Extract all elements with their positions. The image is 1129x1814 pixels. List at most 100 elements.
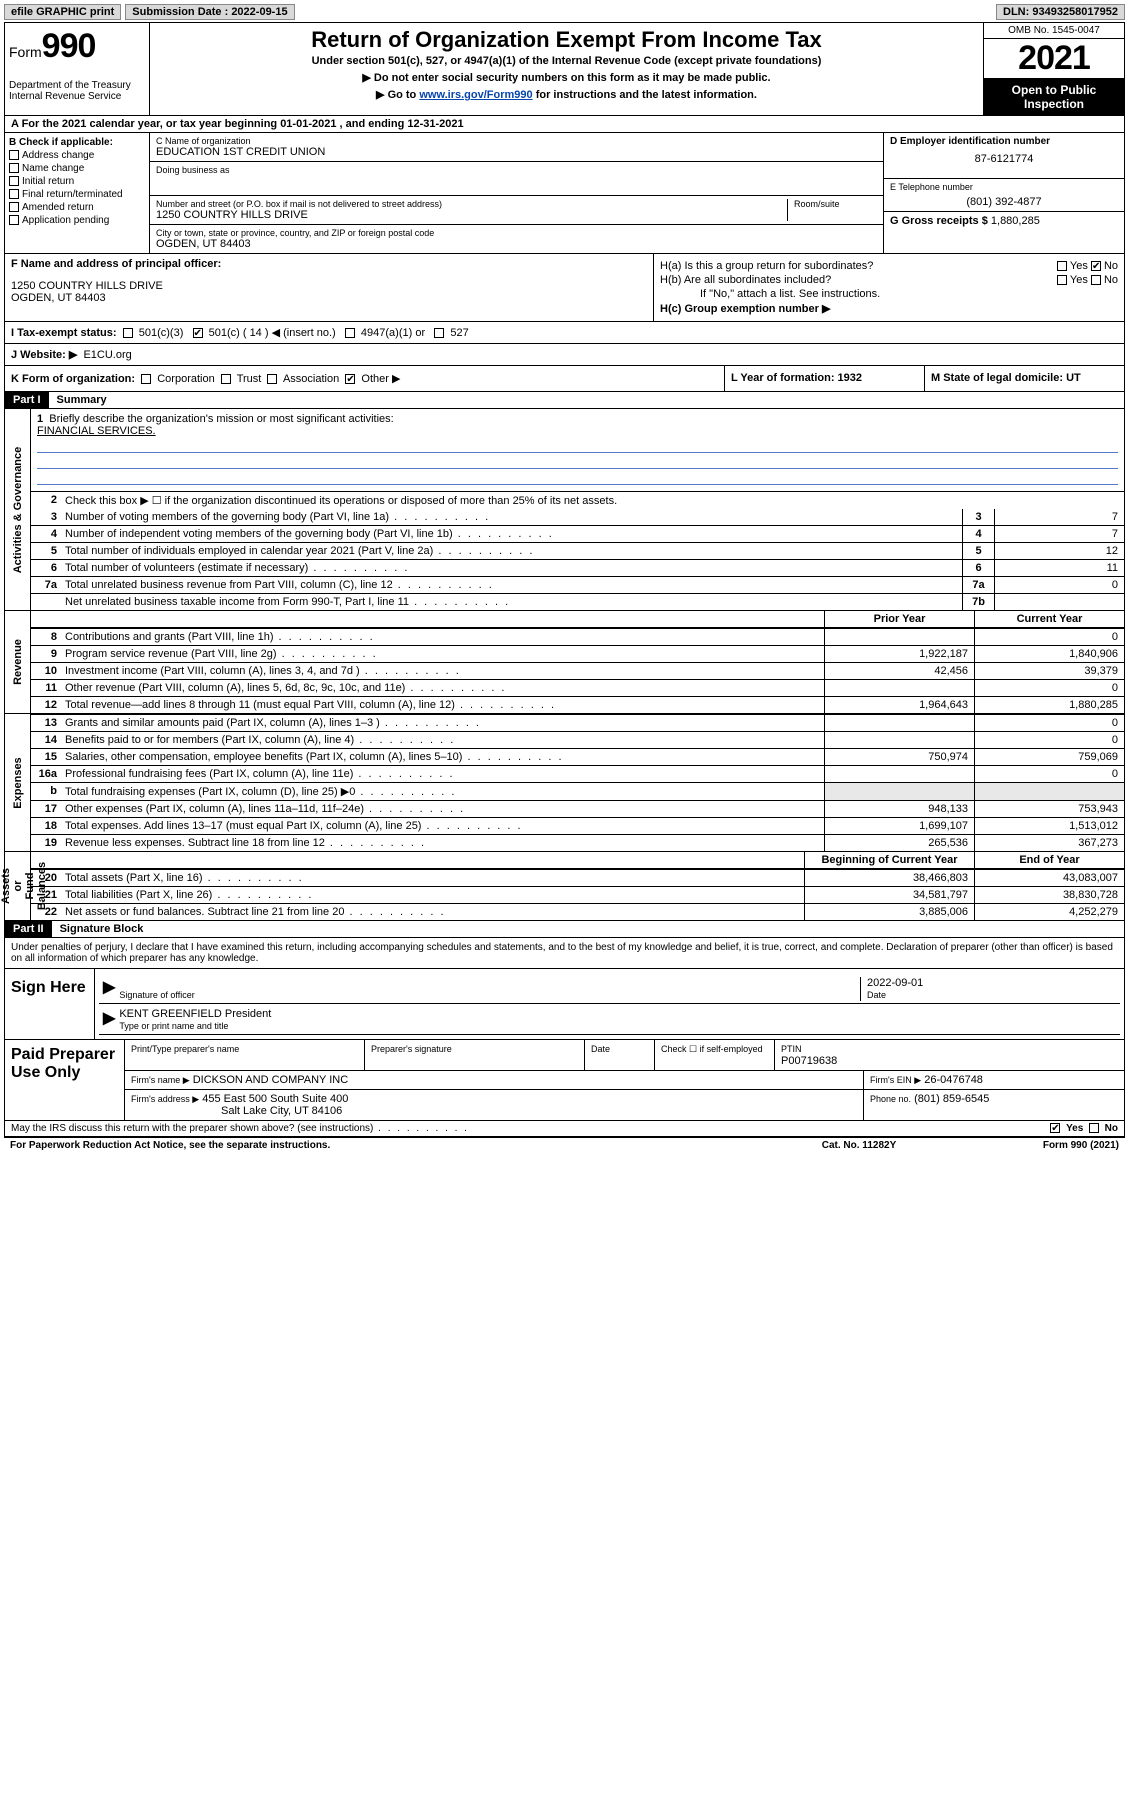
note2-post: for instructions and the latest informat…	[533, 89, 757, 101]
header-right: OMB No. 1545-0047 2021 Open to Public In…	[984, 23, 1124, 115]
row-num: 8	[31, 629, 61, 645]
col-b-checks: B Check if applicable: Address change Na…	[5, 133, 150, 253]
row-box: 4	[962, 526, 994, 542]
row-j: J Website: ▶ E1CU.org	[5, 344, 1124, 366]
b-item[interactable]: Amended return	[9, 202, 145, 213]
k-corp-check[interactable]	[141, 374, 151, 384]
d-gross-lbl: G Gross receipts $	[890, 215, 988, 227]
c-name-lbl: C Name of organization	[156, 136, 877, 146]
c-city-lbl: City or town, state or province, country…	[156, 228, 877, 238]
row-text: Total revenue—add lines 8 through 11 (mu…	[61, 697, 824, 713]
ha-no-check[interactable]	[1091, 261, 1101, 271]
l-year: L Year of formation: 1932	[724, 366, 924, 391]
d-gross-block: G Gross receipts $ 1,880,285	[884, 212, 1124, 230]
row-prior	[824, 680, 974, 696]
row-num	[31, 594, 61, 610]
i-527-check[interactable]	[434, 328, 444, 338]
firm-ein-lbl: Firm's EIN ▶	[870, 1075, 921, 1085]
row-prior: 1,699,107	[824, 818, 974, 834]
sig-name: KENT GREENFIELD President	[119, 1008, 271, 1020]
dept-treasury: Department of the Treasury Internal Reve…	[9, 80, 145, 102]
side-na-text: Net Assets or Fund Balances	[0, 862, 48, 910]
i-501c3-check[interactable]	[123, 328, 133, 338]
prep-h2: Preparer's signature	[371, 1044, 452, 1054]
row-box: 3	[962, 509, 994, 525]
firm-ein: 26-0476748	[924, 1074, 983, 1086]
ha-yes-check[interactable]	[1057, 261, 1067, 271]
firm-addr2: Salt Lake City, UT 84106	[131, 1105, 342, 1117]
may-q: May the IRS discuss this return with the…	[11, 1123, 373, 1134]
row-prior: 1,922,187	[824, 646, 974, 662]
sig-officer-lbl: Signature of officer	[119, 990, 194, 1000]
i-4947: 4947(a)(1) or	[361, 327, 425, 339]
sig-name-lbl: Type or print name and title	[119, 1021, 228, 1031]
hb-yes: Yes	[1070, 274, 1088, 286]
row-box: 7b	[962, 594, 994, 610]
row-current: 0	[974, 629, 1124, 645]
row-text: Total number of volunteers (estimate if …	[61, 560, 962, 576]
part1-title: Summary	[49, 392, 115, 408]
summary-row: 20 Total assets (Part X, line 16) 38,466…	[31, 869, 1124, 886]
b-item[interactable]: Name change	[9, 163, 145, 174]
side-netassets: Net Assets or Fund Balances	[5, 852, 31, 920]
k-trust-check[interactable]	[221, 374, 231, 384]
may-no-check[interactable]	[1089, 1123, 1099, 1133]
row-num: b	[31, 783, 61, 800]
arrow-icon: ▶	[99, 1008, 119, 1032]
sig-line-2: ▶ KENT GREENFIELD PresidentType or print…	[99, 1004, 1120, 1035]
prep-ptin: P00719638	[781, 1055, 837, 1067]
ha-no: No	[1104, 260, 1118, 272]
row-num: 3	[31, 509, 61, 525]
row-current: 1,880,285	[974, 697, 1124, 713]
b-item[interactable]: Initial return	[9, 176, 145, 187]
summary-row: 8 Contributions and grants (Part VIII, l…	[31, 628, 1124, 645]
q1-text: Briefly describe the organization's miss…	[49, 413, 393, 425]
c-addr-lbl: Number and street (or P.O. box if mail i…	[156, 199, 787, 209]
summary-row: 9 Program service revenue (Part VIII, li…	[31, 645, 1124, 662]
summary-row: b Total fundraising expenses (Part IX, c…	[31, 782, 1124, 800]
part1-header: Part I Summary	[5, 392, 1124, 409]
row-prior: 1,964,643	[824, 697, 974, 713]
row-text: Grants and similar amounts paid (Part IX…	[61, 715, 824, 731]
row-current: 753,943	[974, 801, 1124, 817]
row-num: 15	[31, 749, 61, 765]
i-501c3: 501(c)(3)	[139, 327, 184, 339]
row-prior: 42,456	[824, 663, 974, 679]
row-prior	[824, 732, 974, 748]
row-prior	[824, 766, 974, 782]
summary-row: 22 Net assets or fund balances. Subtract…	[31, 903, 1124, 920]
row-current: 4,252,279	[974, 904, 1124, 920]
c-addr: 1250 COUNTRY HILLS DRIVE	[156, 209, 787, 221]
irs-link[interactable]: www.irs.gov/Form990	[419, 89, 532, 101]
prep-h4b: PTIN	[781, 1044, 802, 1054]
efile-pill[interactable]: efile GRAPHIC print	[4, 4, 121, 20]
d-tel-block: E Telephone number (801) 392-4877	[884, 179, 1124, 212]
may-yes-check[interactable]	[1050, 1123, 1060, 1133]
q1-block: 1 Briefly describe the organization's mi…	[31, 409, 1124, 491]
k-assoc: Association	[283, 373, 339, 385]
d-ein-block: D Employer identification number 87-6121…	[884, 133, 1124, 179]
i-501c-check[interactable]	[193, 328, 203, 338]
side-exp-text: Expenses	[12, 757, 24, 808]
header-mid: Return of Organization Exempt From Incom…	[150, 23, 984, 115]
b-item[interactable]: Final return/terminated	[9, 189, 145, 200]
hb-yes-check[interactable]	[1057, 275, 1067, 285]
b-item[interactable]: Application pending	[9, 215, 145, 226]
k-assoc-check[interactable]	[267, 374, 277, 384]
row-num: 7a	[31, 577, 61, 593]
b-item[interactable]: Address change	[9, 150, 145, 161]
section-bcd: B Check if applicable: Address change Na…	[5, 133, 1124, 254]
i-4947-check[interactable]	[345, 328, 355, 338]
row-current: 43,083,007	[974, 870, 1124, 886]
firm-lbl: Firm's name ▶	[131, 1075, 190, 1085]
row-text: Number of voting members of the governin…	[61, 509, 962, 525]
row-a-tax-year: A For the 2021 calendar year, or tax yea…	[5, 116, 1124, 133]
rev-hdr: Prior Year Current Year	[31, 611, 1124, 628]
hb-lbl: H(b) Are all subordinates included?	[660, 274, 831, 286]
prior-year-hdr: Prior Year	[824, 611, 974, 627]
k-other-check[interactable]	[345, 374, 355, 384]
f-line1: 1250 COUNTRY HILLS DRIVE	[11, 280, 647, 292]
summary-row: 21 Total liabilities (Part X, line 26) 3…	[31, 886, 1124, 903]
hb-no-check[interactable]	[1091, 275, 1101, 285]
row-text: Salaries, other compensation, employee b…	[61, 749, 824, 765]
